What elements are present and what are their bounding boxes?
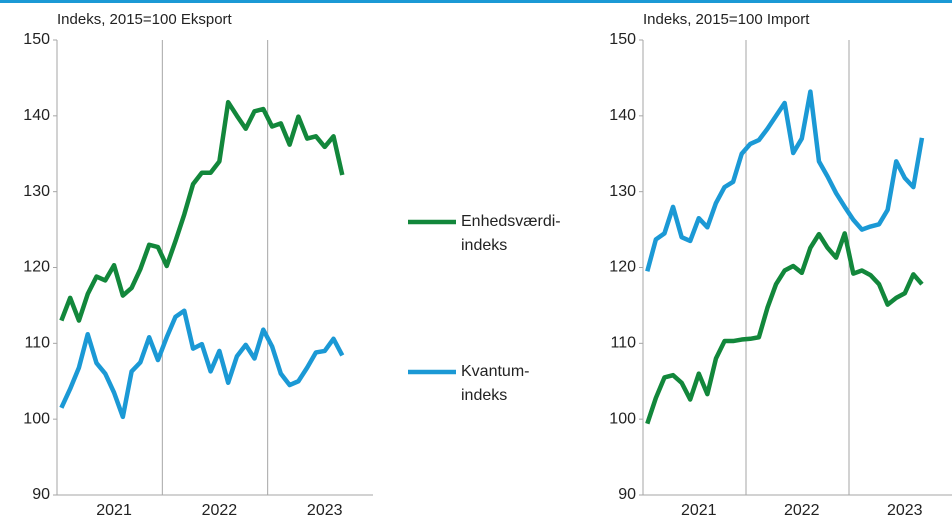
y-tick-label: 90 (618, 486, 636, 503)
x-tick-label: 2021 (681, 502, 717, 519)
y-tick-label: 110 (24, 335, 50, 352)
legend-label: Kvantum-indeks (461, 363, 529, 404)
y-tick-label: 130 (23, 183, 50, 200)
legend-line: indeks (461, 387, 507, 404)
series-line (59, 99, 345, 323)
x-tick-label: 2023 (307, 502, 343, 519)
y-tick-label: 150 (23, 31, 50, 48)
legend-line: Kvantum- (461, 363, 529, 380)
x-tick-label: 2021 (96, 502, 132, 519)
x-tick-label: 2022 (202, 502, 238, 519)
y-tick-label: 110 (610, 335, 636, 352)
y-tick-label: 130 (609, 183, 636, 200)
y-tick-label: 150 (609, 31, 636, 48)
y-tick-label: 120 (23, 259, 50, 276)
y-tick-label: 140 (609, 107, 636, 124)
series-line (645, 231, 924, 425)
legend-line: indeks (461, 237, 507, 254)
series-line (645, 89, 925, 272)
y-tick-label: 100 (609, 410, 636, 427)
y-tick-label: 90 (32, 486, 50, 503)
series-line (59, 308, 345, 420)
legend-label: Enhedsværdi-indeks (461, 213, 561, 254)
header-bar (0, 0, 952, 3)
x-tick-label: 2022 (784, 502, 820, 519)
y-tick-label: 100 (23, 410, 50, 427)
legend-line: Enhedsværdi- (461, 213, 561, 230)
x-tick-label: 2023 (887, 502, 923, 519)
chart-title: Indeks, 2015=100 Eksport (57, 11, 233, 28)
y-tick-label: 120 (609, 259, 636, 276)
chart-title: Indeks, 2015=100 Import (643, 11, 810, 28)
y-tick-label: 140 (23, 107, 50, 124)
